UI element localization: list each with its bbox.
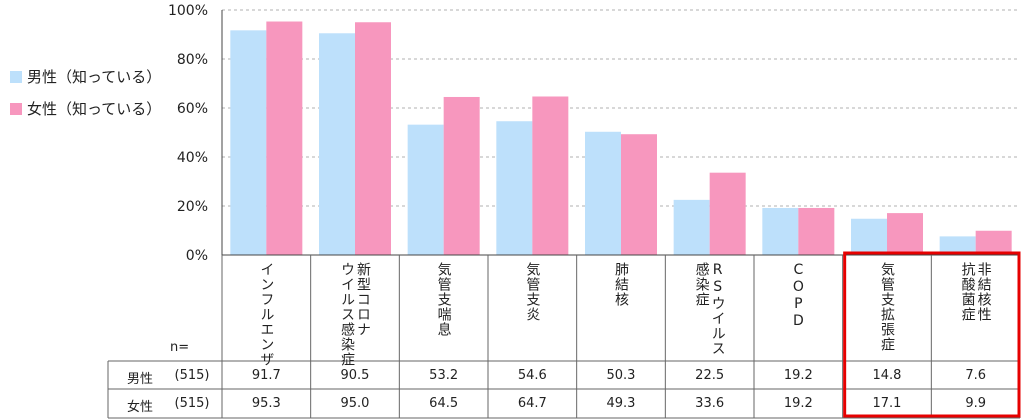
highlight-box [843,251,1021,418]
n-label: n= [170,340,190,355]
table-cell: 54.6 [517,368,547,383]
legend-female-swatch [10,102,22,115]
table-cell: 14.8 [872,368,902,383]
legend-male-swatch [10,70,22,83]
bar-female [621,134,657,255]
category-label: 気管支拡張症 [879,262,895,352]
table-row-n: (515) [174,396,210,411]
bar-female [266,21,303,255]
category-label: ウイルス感染症 [339,262,355,367]
y-tick-label: 20% [177,199,208,215]
legend-male: 男性（知っている） [10,66,161,87]
table-cell: 49.3 [606,396,636,411]
bar-male [230,30,267,256]
bar-male [762,207,799,255]
category-label: 新型コロナ [355,262,371,337]
bar-female [975,230,1012,255]
category-label: 非結核性 [975,262,992,322]
bar-male [673,199,710,255]
table-cell: 64.5 [429,396,459,411]
category-label: 気管支炎 [524,262,541,322]
table-row-n: (515) [174,368,210,383]
table-cell: 19.2 [783,368,813,383]
table-cell: 95.3 [251,396,281,411]
legend-female: 女性（知っている） [10,98,161,119]
category-label: 感染症 [693,262,710,307]
table-cell: 33.6 [695,396,725,411]
table-cell: 19.2 [783,396,813,411]
y-tick-label: 80% [177,52,208,68]
y-tick-label: 40% [177,150,208,166]
category-label: RSウイルス [709,262,726,356]
bar-female [798,207,835,255]
bar-female [532,96,569,255]
table-row-label: 女性 [126,400,153,415]
y-tick-label: 60% [177,101,208,117]
table-cell: 91.7 [251,368,281,383]
bar-female [887,213,923,255]
category-label: 気管支喘息 [435,262,452,337]
legend-male-label: 男性（知っている） [27,68,162,86]
table-cell: 17.1 [872,396,902,411]
table-cell: 7.6 [965,368,986,383]
table-cell: 95.0 [340,396,370,411]
category-label: インフルエンザ [258,262,275,367]
bar-female [355,22,391,255]
bar-female [709,172,746,255]
table-cell: 50.3 [606,368,636,383]
table-cell: 64.7 [517,396,547,411]
table-row-label: 男性 [126,372,153,387]
y-tick-label: 100% [168,3,208,19]
table-cell: 53.2 [429,368,459,383]
table-cell: 22.5 [695,368,725,383]
y-tick-label: 0% [186,248,208,264]
bar-male [585,131,621,255]
bar-male [407,124,444,255]
category-label: COPD [790,262,807,330]
category-label: 抗酸菌症 [959,262,976,322]
bar-male [319,33,355,256]
bar-female [443,96,480,255]
bar-male [496,121,533,255]
bar-male [851,218,887,255]
table-cell: 9.9 [965,396,986,411]
bar-male [939,236,976,255]
table-cell: 90.5 [340,368,370,383]
category-label: 肺結核 [613,262,629,307]
legend-female-label: 女性（知っている） [27,100,162,118]
